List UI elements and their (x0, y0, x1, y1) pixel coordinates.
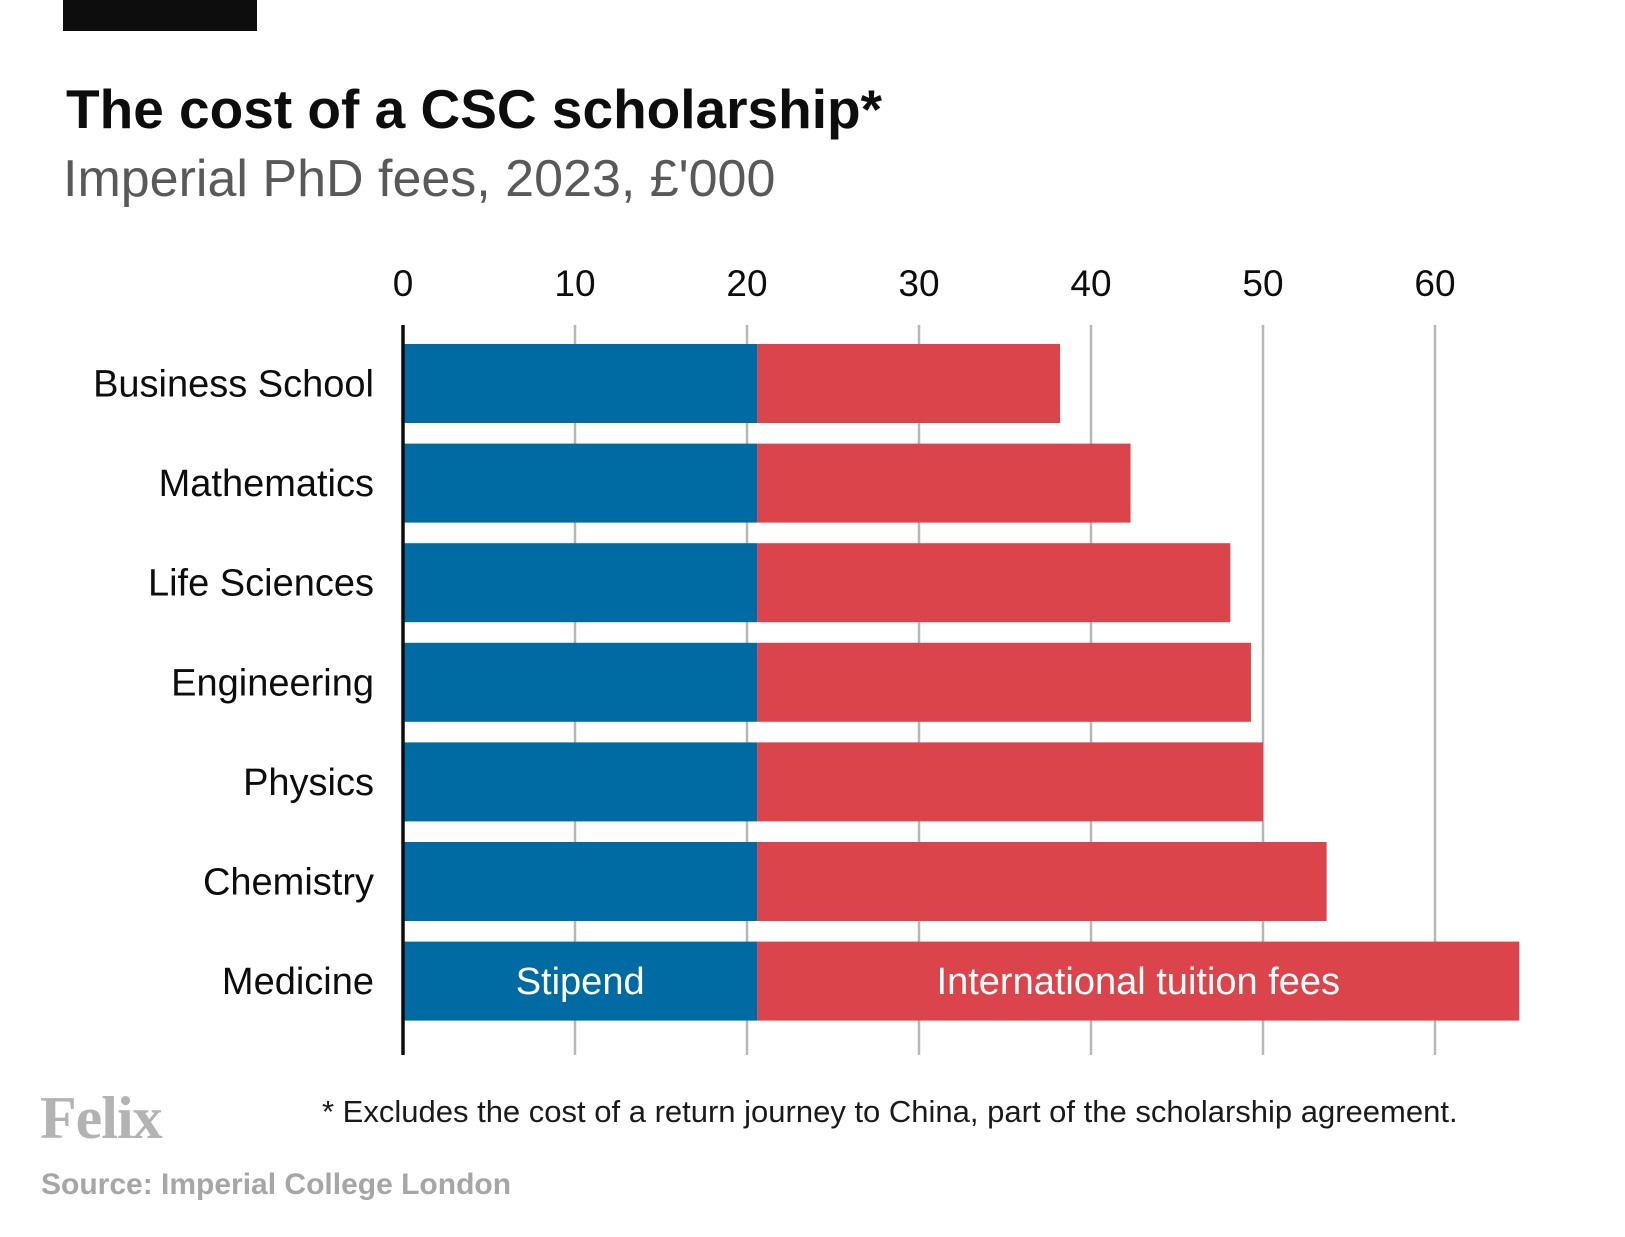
category-label-physics: Physics (243, 762, 374, 804)
tick-label-50: 50 (1242, 263, 1283, 304)
bars (403, 344, 1520, 1021)
category-label-chemistry: Chemistry (203, 862, 374, 904)
series-label-international-tuition-fees: International tuition fees (937, 961, 1341, 1003)
chart-title: The cost of a CSC scholarship* (66, 78, 883, 140)
bar-international-tuition-fees-medicine (757, 941, 1520, 1021)
bar-international-tuition-fees-business-school (757, 344, 1061, 423)
top-accent-bar (63, 0, 257, 31)
bar-stipend-physics (403, 742, 758, 822)
value-axis: 0 10 20 30 40 50 60 (393, 263, 1456, 1055)
tick-label-0: 0 (393, 263, 414, 304)
felix-logo: Felix (40, 1085, 163, 1151)
bar-international-tuition-fees-life-sciences (757, 543, 1231, 623)
category-label-business-school: Business School (93, 364, 374, 406)
category-labels: Business School Mathematics Life Sciences E… (93, 364, 374, 1004)
bar-international-tuition-fees-engineering (757, 642, 1251, 722)
bar-international-tuition-fees-mathematics (757, 443, 1131, 523)
series-label-stipend: Stipend (516, 961, 645, 1003)
bar-international-tuition-fees-chemistry (757, 842, 1327, 921)
chart-subtitle: Imperial PhD fees, 2023, £'000 (63, 150, 776, 208)
bar-stipend-business-school (403, 344, 758, 423)
category-label-medicine: Medicine (222, 961, 374, 1003)
tick-label-30: 30 (898, 263, 939, 304)
bar-stipend-life-sciences (403, 543, 758, 623)
category-label-mathematics: Mathematics (159, 463, 374, 505)
bar-stipend-engineering (403, 642, 758, 722)
category-label-engineering: Engineering (171, 662, 374, 704)
bar-stipend-chemistry (403, 842, 758, 921)
tick-label-10: 10 (554, 263, 595, 304)
footnote: * Excludes the cost of a return journey … (322, 1094, 1458, 1129)
tick-label-60: 60 (1414, 263, 1455, 304)
bar-international-tuition-fees-physics (757, 742, 1263, 822)
bar-stipend-medicine (403, 941, 758, 1021)
source-note: Source: Imperial College London (41, 1168, 512, 1201)
series-labels: Stipend International tuition fees (516, 961, 1340, 1003)
tick-label-40: 40 (1070, 263, 1111, 304)
tick-label-20: 20 (726, 263, 767, 304)
category-label-life-sciences: Life Sciences (148, 563, 374, 605)
bar-stipend-mathematics (403, 443, 758, 523)
